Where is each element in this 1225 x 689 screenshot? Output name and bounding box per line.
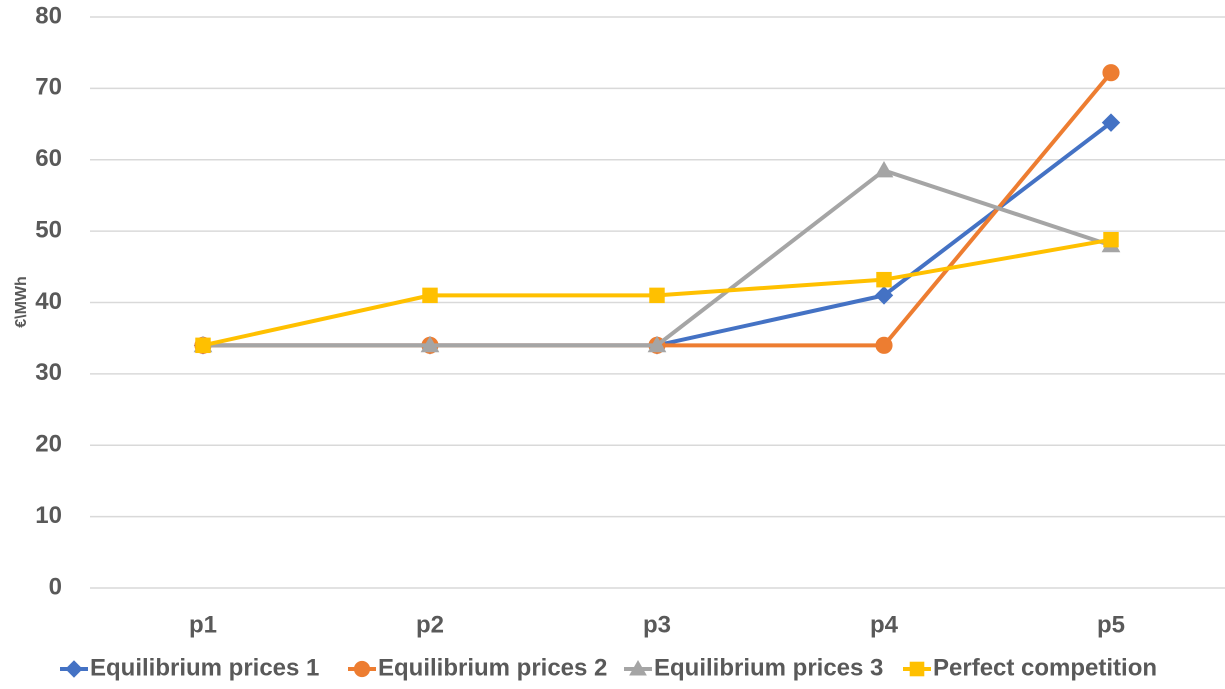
data-point-diamond [874,286,894,305]
series-2 [194,64,1120,354]
y-tick-label: 70 [35,74,62,101]
x-tick-label-p2: p2 [416,611,444,638]
legend-marker-triangle [629,659,647,676]
data-point-diamond [1101,113,1121,132]
legend-item-4: Perfect competition [903,654,1157,681]
y-tick-label: 40 [35,288,62,315]
data-point-square [649,287,665,304]
y-tick-label: 0 [49,573,62,600]
legend-item-1: Equilibrium prices 1 [60,654,319,681]
series-line-2 [201,70,1113,348]
series-lines [193,64,1121,355]
legend-item-2: Equilibrium prices 2 [348,654,607,681]
legend: Equilibrium prices 1 Equilibrium prices 2… [60,654,1157,681]
data-point-square [876,271,892,288]
series-4 [195,231,1119,354]
x-tick-label-p5: p5 [1097,611,1125,638]
series-line-3 [201,168,1113,348]
legend-label: Equilibrium prices 2 [378,654,607,681]
y-tick-label: 30 [35,359,62,386]
x-tick-label-p1: p1 [189,611,217,638]
legend-marker-circle [353,660,371,678]
legend-marker-diamond [65,660,83,678]
data-point-circle [875,336,893,354]
y-axis-title: €\MWh [13,276,30,328]
y-tick-label: 60 [35,145,62,172]
y-tick-label: 50 [35,216,62,243]
data-point-square [422,287,438,304]
legend-label: Equilibrium prices 1 [90,654,319,681]
legend-item-3: Equilibrium prices 3 [624,654,883,681]
legend-label: Perfect competition [933,654,1157,681]
legend-label: Equilibrium prices 3 [654,654,883,681]
data-point-triangle [420,335,440,353]
x-axis-ticks: p1 p2 p3 p4 p5 [189,611,1125,638]
y-tick-label: 20 [35,431,62,458]
x-tick-label-p3: p3 [643,611,671,638]
x-tick-label-p4: p4 [870,611,899,638]
legend-marker-square [909,661,925,677]
data-point-square [1103,231,1119,248]
data-point-square [195,337,211,354]
y-tick-label: 10 [35,502,62,529]
series-3 [193,160,1121,353]
data-point-triangle [647,335,667,353]
data-point-triangle [874,160,894,178]
y-axis-ticks: 0 10 20 30 40 50 60 70 80 [35,2,62,600]
data-point-circle [1102,64,1120,82]
y-tick-label: 80 [35,2,62,29]
